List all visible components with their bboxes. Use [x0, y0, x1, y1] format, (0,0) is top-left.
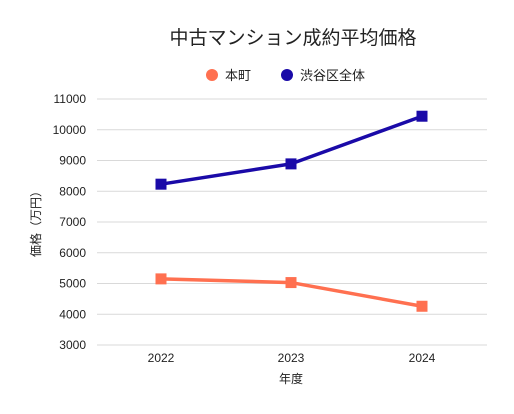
x-axis-label: 年度: [279, 371, 303, 386]
point-0-2022: [155, 273, 167, 285]
legend-marker-honcho: [206, 69, 218, 81]
legend-label-honcho: 本町: [225, 69, 251, 84]
point-0-2024: [416, 300, 428, 312]
legend-marker-shibuya: [281, 69, 293, 81]
y-tick-label-7000: 7000: [59, 215, 86, 229]
point-0-2023: [285, 277, 297, 289]
y-tick-label-11000: 11000: [54, 92, 87, 106]
series-line-1: [160, 114, 423, 186]
grid: [97, 98, 487, 346]
legend-label-shibuya: 渋谷区全体: [300, 68, 365, 84]
point-1-2024: [416, 110, 428, 122]
series: [155, 110, 428, 312]
point-1-2023: [285, 158, 297, 170]
x-tick-label-2023: 2023: [278, 351, 305, 365]
x-tick-label-2022: 2022: [148, 351, 175, 365]
y-tick-label-10000: 10000: [53, 123, 87, 137]
series-0: [155, 273, 428, 312]
y-tick-label-5000: 5000: [59, 277, 86, 291]
x-tick-label-2024: 2024: [409, 351, 436, 365]
y-axis-ticks: 3000 4000 5000 6000 7000 8000 9000 10000 11000: [53, 92, 87, 352]
x-axis-ticks: 2022 2023 2024: [148, 351, 436, 365]
chart-title: 中古マンション成約平均価格: [169, 27, 416, 49]
y-tick-label-6000: 6000: [59, 246, 86, 260]
y-axis-label: 価格（万円）: [28, 185, 43, 257]
point-1-2022: [155, 178, 167, 190]
y-tick-label-4000: 4000: [59, 307, 86, 321]
y-tick-label-9000: 9000: [59, 154, 86, 168]
series-1: [155, 110, 428, 190]
legend: 本町 渋谷区全体: [206, 68, 365, 84]
y-tick-label-3000: 3000: [59, 338, 86, 352]
y-tick-label-8000: 8000: [59, 184, 86, 198]
